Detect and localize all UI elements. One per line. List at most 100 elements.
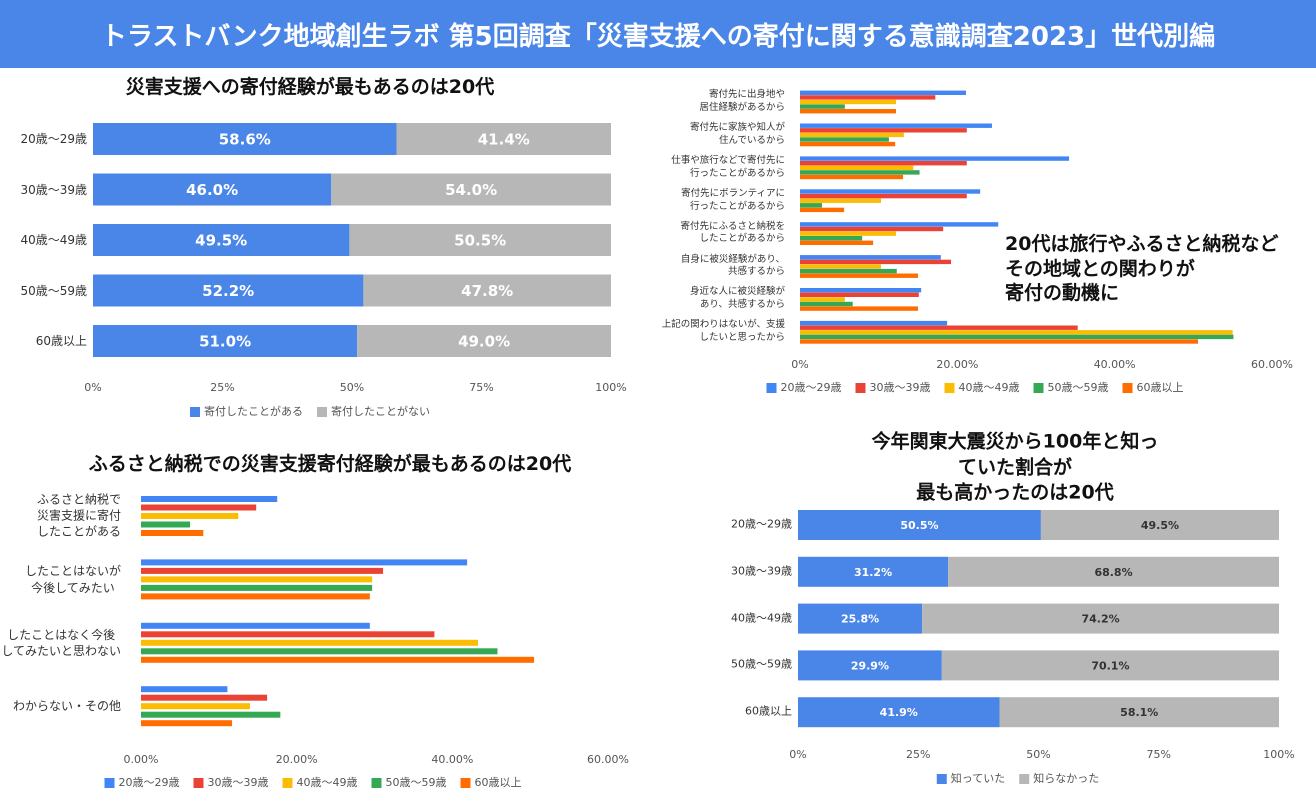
legend-label: 50歳～59歳 [386,776,447,789]
bar [800,193,967,199]
bar [800,236,863,241]
bar-segment [396,123,611,155]
x-tick-label: 0% [791,358,808,371]
bar-segment [798,556,949,587]
bar [800,240,874,245]
bar [800,259,952,265]
legend-label: 30歳～39歳 [870,381,931,394]
legend-label: 寄付したことがある [204,404,303,418]
bar [800,198,882,203]
bar-segment [93,325,358,357]
bar [141,656,535,663]
bar-segment [349,224,611,256]
x-tick-label: 100% [595,381,626,394]
legend-label: 50歳～59歳 [1048,381,1109,394]
bar [141,584,373,591]
category-label: 60歳以上 [35,333,87,348]
value-label: 49.0% [458,333,510,351]
value-label: 25.8% [841,613,879,626]
x-tick-label: 25% [210,381,234,394]
bar-segment [363,274,611,307]
legend-swatch [104,778,115,788]
bar [141,639,479,646]
category-label: 50歳～59歳 [731,657,792,671]
category-label: 仕事や旅行などで寄付先に 行ったことがあるから [671,154,785,179]
bar [800,264,882,269]
bar [800,109,896,114]
bar [141,631,435,638]
bar-segment [948,556,1279,587]
bar [141,593,370,600]
bar [800,156,1070,161]
bar [800,273,918,278]
value-label: 52.2% [202,282,254,300]
header-title: トラストバンク地域創生ラボ 第5回調査「災害支援への寄付に関する意識調査2023… [0,0,1316,68]
bar [800,297,845,302]
bar-segment [93,274,364,307]
x-tick-label: 0% [84,381,101,394]
legend-swatch [1122,383,1133,393]
legend-swatch [766,383,777,393]
bar [800,320,948,326]
bar [800,104,845,109]
category-label: したことはなく今後 してみたいと思わない [1,627,121,658]
legend-swatch [371,778,382,788]
bar [800,207,845,213]
bar-segment [798,650,942,681]
x-tick-label: 75% [469,381,493,394]
x-tick-label: 0% [789,748,806,761]
bar [800,301,853,307]
category-label: したことはないが 今後してみたい [24,564,121,595]
bar [800,325,1078,330]
bar [800,141,896,147]
x-tick-label: 40.00% [1094,358,1136,371]
x-tick-label: 25% [906,748,930,761]
bar [141,530,204,536]
bar [141,513,239,519]
bar [800,330,1233,335]
value-label: 74.2% [1081,613,1119,626]
bar [800,165,914,170]
bar-segment [798,603,923,634]
value-label: 29.9% [851,659,889,672]
bar [141,711,281,718]
legend-label: 知らなかった [1033,771,1099,785]
x-tick-label: 0.00% [124,753,159,766]
category-label: 寄付先に出身地や 居住経験があるから [699,89,785,113]
category-label: 寄付先にふるさと納税を したことがあるから [680,220,785,245]
legend-swatch [193,778,204,788]
bar [800,334,1234,340]
bar [141,496,278,502]
value-label: 51.0% [199,333,251,351]
value-label: 68.8% [1094,566,1132,579]
value-label: 41.4% [478,131,530,149]
bar [141,576,373,583]
legend-swatch [317,407,327,417]
bar-segment [1040,510,1279,540]
category-label: 40歳～49歳 [731,611,792,625]
category-label: 40歳～49歳 [20,232,87,247]
value-label: 70.1% [1091,659,1129,672]
x-tick-label: 50% [1026,748,1050,761]
bar [141,694,268,701]
category-label: 寄付先にボランティアに 行ったことがあるから [681,187,785,212]
legend-label: 60歳以上 [475,776,522,789]
bar [141,521,191,528]
bar [141,622,370,629]
value-label: 58.6% [219,131,271,149]
x-tick-label: 20.00% [936,358,978,371]
category-label: 30歳～39歳 [731,564,792,578]
bar [800,189,981,194]
value-label: 47.8% [461,282,513,300]
legend-label: 寄付したことがない [331,404,430,418]
legend-label: 30歳～39歳 [208,776,269,789]
value-label: 49.5% [1141,519,1179,532]
bar-segment [999,697,1279,728]
bar [800,203,823,208]
bar [800,255,941,260]
bar [141,703,250,710]
category-label: 20歳～29歳 [731,517,792,531]
legend-label: 20歳～29歳 [119,776,180,789]
bar [800,137,889,142]
